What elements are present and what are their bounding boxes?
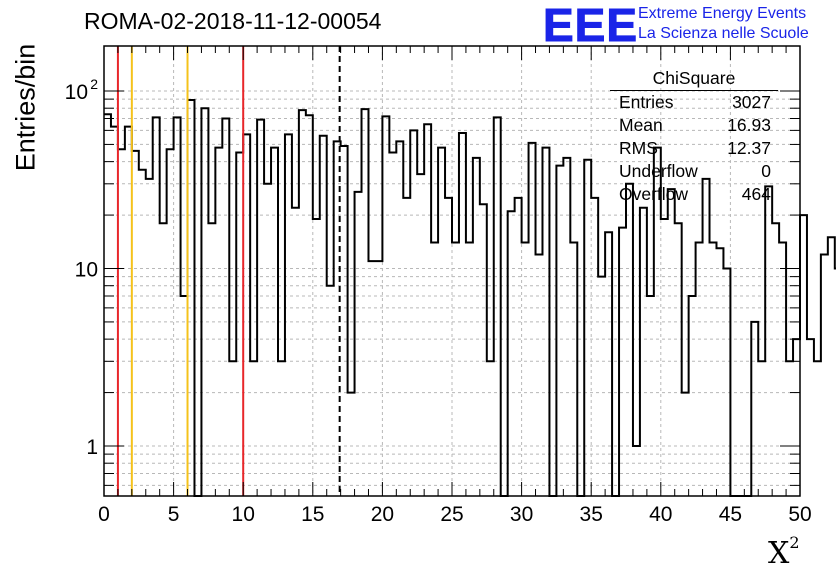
- x-tick-label: 30: [510, 503, 533, 526]
- x-tick-label: 40: [649, 503, 672, 526]
- stats-label: RMS: [619, 138, 658, 158]
- stats-box-title: ChiSquare: [610, 68, 778, 91]
- stats-row-entries: Entries 3027: [610, 91, 778, 114]
- stats-row-mean: Mean 16.93: [610, 114, 778, 137]
- stats-value: 16.93: [727, 115, 771, 135]
- x-tick-label: 50: [788, 503, 811, 526]
- stats-row-rms: RMS 12.37: [610, 137, 778, 160]
- stats-label: Entries: [619, 92, 674, 112]
- logo-line-1: Extreme Energy Events: [638, 5, 807, 22]
- x-tick-label: 0: [98, 503, 110, 526]
- x-tick-label: 35: [580, 503, 603, 526]
- y-tick-label-exponent: 2: [90, 76, 98, 92]
- x-tick-label: 20: [371, 503, 394, 526]
- x-tick-label: 5: [168, 503, 180, 526]
- x-tick-label: 45: [719, 503, 742, 526]
- stats-label: Mean: [619, 115, 663, 135]
- x-axis-label-symbol: X: [768, 536, 790, 571]
- x-axis-label: X2: [768, 533, 800, 571]
- eee-logo: EEE: [542, 0, 639, 51]
- histogram-series: [104, 98, 836, 497]
- x-axis-label-superscript: 2: [789, 533, 800, 552]
- y-tick-label: 1: [86, 436, 98, 459]
- x-tick-label: 25: [440, 503, 463, 526]
- stats-row-underflow: Underflow 0: [610, 160, 778, 183]
- x-tick-label: 10: [232, 503, 255, 526]
- stats-value: 0: [761, 161, 771, 181]
- logo-line-2: La Scienza nelle Scuole: [638, 25, 809, 42]
- stats-label: Underflow: [619, 161, 698, 181]
- stats-box: ChiSquare Entries 3027 Mean 16.93 RMS 12.37…: [610, 68, 778, 206]
- y-tick-label: 10: [65, 81, 88, 104]
- stats-row-overflow: Overflow 464: [610, 183, 778, 206]
- stats-value: 3027: [732, 92, 771, 112]
- x-tick-label: 15: [301, 503, 324, 526]
- y-tick-label: 10: [75, 259, 98, 282]
- stats-value: 464: [741, 184, 771, 204]
- chart-title: ROMA-02-2018-11-12-00054: [84, 8, 382, 34]
- stats-value: 12.37: [727, 138, 771, 158]
- stats-label: Overflow: [619, 184, 689, 204]
